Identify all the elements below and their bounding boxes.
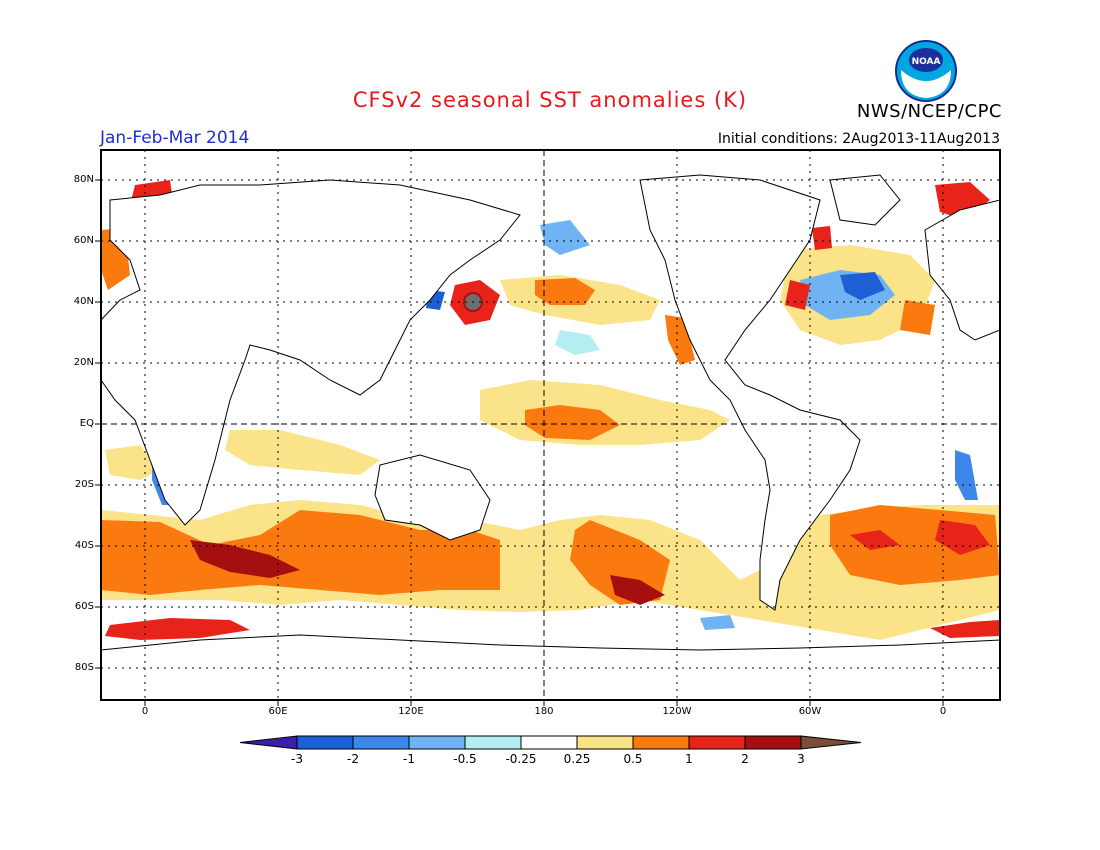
lat-label: 20N (73, 357, 94, 368)
lon-label: 60W (798, 706, 822, 717)
lat-label: 40S (74, 540, 94, 551)
noaa-logo: NOAA (895, 40, 957, 102)
forecast-period: Jan-Feb-Mar 2014 (100, 128, 250, 148)
colorbar-tick-label: -3 (291, 752, 303, 766)
graticule (101, 150, 1000, 700)
colorbar-arrow-low (239, 735, 298, 750)
colorbar-tick-label: -0.25 (505, 752, 537, 766)
initial-conditions: Initial conditions: 2Aug2013-11Aug2013 (717, 131, 1000, 147)
lat-label: 40N (73, 296, 94, 307)
equator-dateline (101, 150, 1000, 700)
colorbar-segment (408, 735, 466, 750)
chart-title: CFSv2 seasonal SST anomalies (K) (352, 88, 748, 112)
lat-label: 80S (74, 662, 94, 673)
colorbar-tick-label: 1 (685, 752, 693, 766)
colorbar-tick-label: 3 (797, 752, 805, 766)
colorbar-segment (520, 735, 578, 750)
lat-label: 80N (73, 174, 94, 185)
colorbar-tick-label: 0.25 (563, 752, 591, 766)
lon-label: 0 (141, 706, 149, 717)
noaa-logo-text: NOAA (912, 57, 941, 67)
colorbar-arrow-high (800, 735, 862, 750)
lat-label: 60S (74, 601, 94, 612)
lon-label: 60E (268, 706, 288, 717)
lon-label: 0 (939, 706, 947, 717)
lon-label: 180 (534, 706, 554, 717)
colorbar-tick-label: 2 (741, 752, 749, 766)
colorbar-segment (464, 735, 522, 750)
colorbar-segment (688, 735, 746, 750)
lat-label: EQ (79, 418, 94, 429)
agency-label: NWS/NCEP/CPC (856, 101, 1002, 122)
colorbar-tick-label: -0.5 (453, 752, 477, 766)
colorbar-segment (632, 735, 690, 750)
lon-label: 120W (662, 706, 692, 717)
colorbar-tick-label: 0.5 (623, 752, 643, 766)
lat-label: 60N (73, 235, 94, 246)
colorbar-segment (744, 735, 802, 750)
colorbar-tick-label: -2 (347, 752, 359, 766)
colorbar-segment (352, 735, 410, 750)
map-frame-border (100, 149, 1001, 701)
colorbar (239, 735, 862, 750)
lat-label: 20S (74, 479, 94, 490)
colorbar-segment (576, 735, 634, 750)
lon-label: 120E (398, 706, 424, 717)
colorbar-tick-label: -1 (403, 752, 415, 766)
colorbar-segment (296, 735, 354, 750)
